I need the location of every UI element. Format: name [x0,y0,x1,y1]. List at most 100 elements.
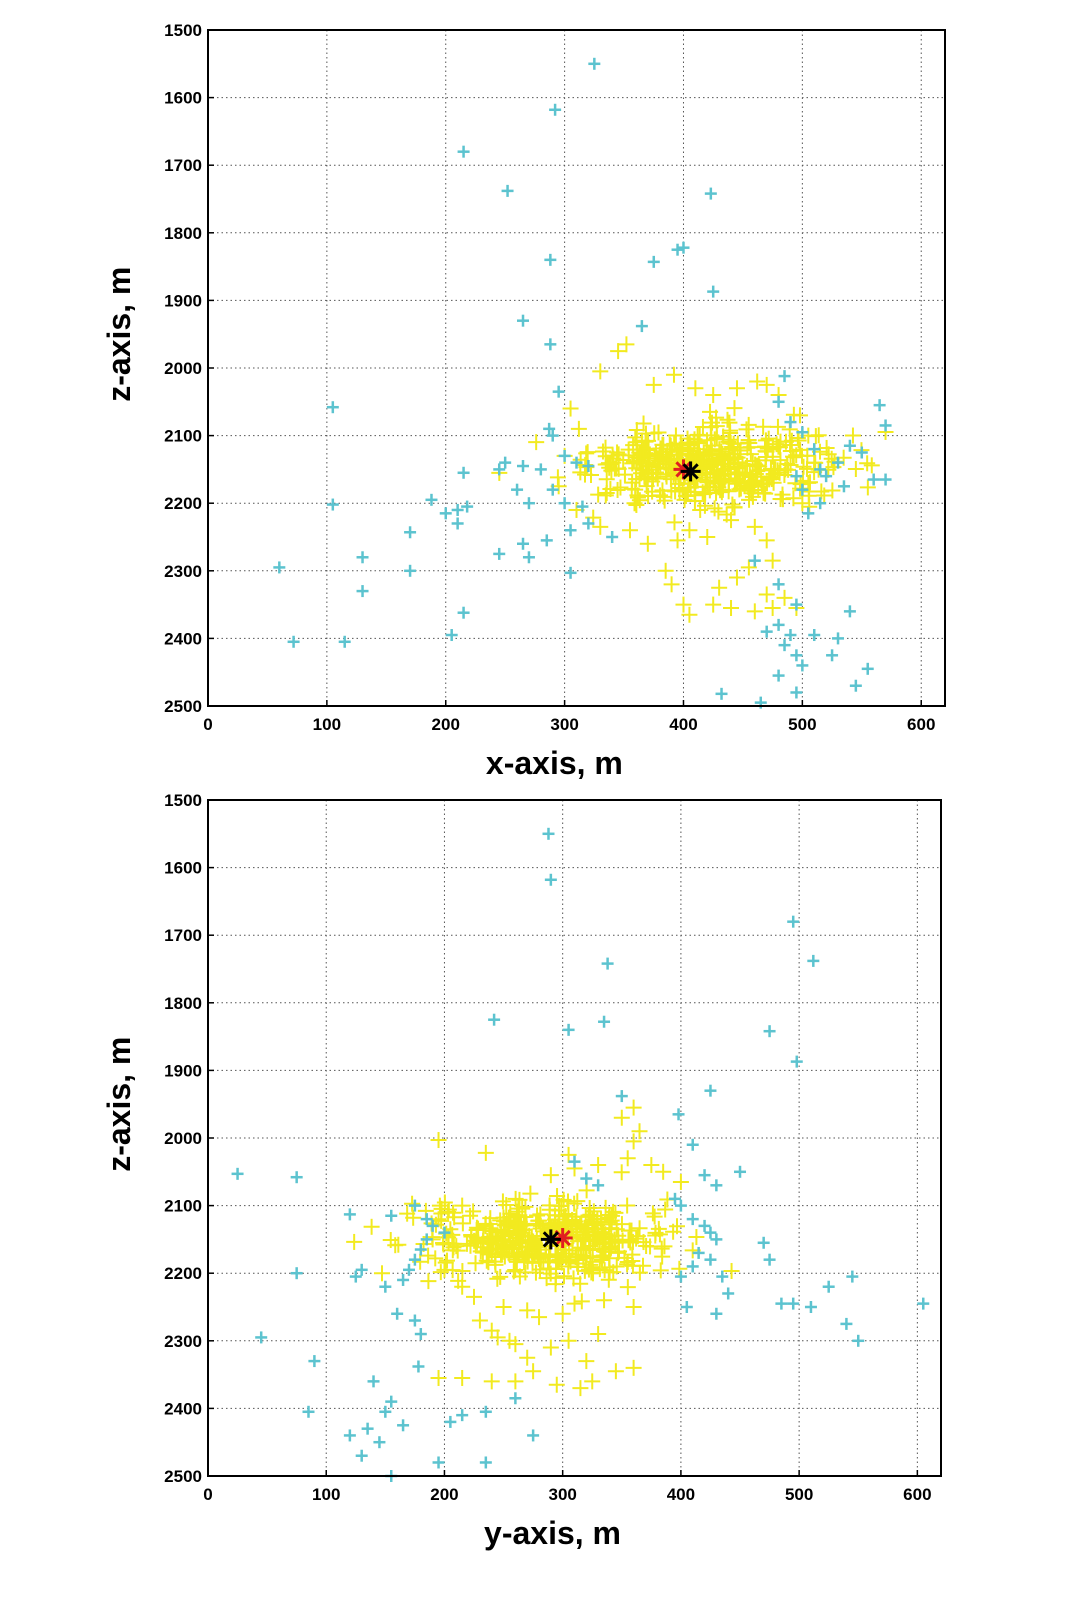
plus-marker [530,1212,547,1229]
plus-marker [454,1369,471,1386]
plus-marker [558,497,571,510]
plus-marker [385,1209,398,1222]
plus-marker [655,488,672,505]
plus-marker [582,1242,599,1259]
plus-marker [790,432,807,449]
plus-marker [777,433,794,450]
plus-marker [657,562,674,579]
plus-marker [818,439,835,456]
plus-marker [470,1230,487,1247]
plus-marker [710,1233,723,1246]
plus-marker [487,1256,504,1273]
plus-marker [564,524,577,537]
plus-marker [710,1307,723,1320]
plus-marker [458,1235,475,1252]
plus-marker [749,373,766,390]
plus-marker [625,1099,642,1116]
plus-marker [740,478,757,495]
plus-marker [438,1226,451,1239]
plus-marker [437,1254,454,1271]
plus-marker [686,1260,699,1273]
plus-marker [800,474,817,491]
plus-marker [363,1218,380,1235]
plus-marker [732,442,749,459]
plus-marker [578,1353,595,1370]
x-tick-label: 0 [203,1485,212,1504]
plus-marker [723,599,740,616]
plus-marker [746,518,763,535]
plus-marker [728,380,745,397]
plus-marker [427,1250,444,1267]
plus-marker [774,491,791,508]
plus-marker [698,1219,711,1232]
plus-marker [629,1228,646,1245]
plus-marker [570,420,587,437]
plus-marker [420,1273,437,1290]
plus-marker [431,1197,448,1214]
plus-marker [543,422,556,435]
plus-marker [495,1299,512,1315]
plus-marker [647,1227,664,1244]
plus-marker [757,439,774,456]
x-tick-label: 600 [907,715,935,734]
plus-marker [454,1197,471,1214]
plus-marker [625,1133,642,1150]
y-tick-label: 2100 [164,1197,202,1216]
plus-marker [549,1188,566,1205]
plus-marker [594,443,611,460]
plus-marker [676,491,693,508]
plus-marker [580,1261,597,1278]
y-tick-label: 2100 [164,427,202,446]
plus-marker [433,1200,450,1217]
plus-marker [302,1405,315,1418]
plus-marker [425,493,438,506]
plus-marker [787,915,800,928]
plus-marker [552,385,565,398]
plus-marker [637,433,654,450]
x-tick-label: 100 [312,1485,340,1504]
scatter-panel-yz: 0 100 200 300 400 500 600 1500 1600 1700 1800 1900 2… [101,791,942,1551]
plus-marker [578,1182,595,1199]
plus-marker [655,1163,672,1180]
plus-marker [619,1150,636,1167]
plus-marker [723,1262,740,1279]
plus-marker [343,1208,356,1221]
plus-marker [615,1090,628,1103]
plus-marker [665,1223,682,1240]
plus-marker [540,534,553,547]
plus-marker [758,586,775,603]
plus-marker [804,1301,817,1313]
plus-marker [704,1226,717,1239]
x-axis-label: x-axis, m [486,745,623,781]
plus-marker [408,1314,421,1327]
plus-marker [524,1254,541,1271]
plus-marker [402,1263,415,1276]
y-tick-label: 2500 [164,1467,202,1486]
plus-marker [584,1259,601,1276]
plus-marker [511,483,524,496]
plus-marker [795,458,812,475]
plus-marker [778,639,791,652]
plus-marker [653,1240,670,1257]
plus-marker [631,1264,648,1281]
x-axis-label: y-axis, m [484,1515,621,1551]
plus-marker [778,370,791,383]
plus-marker [499,1215,516,1232]
plus-marker [650,1220,667,1237]
plus-marker [397,1273,410,1286]
plus-marker [638,1238,655,1255]
plus-marker [626,495,643,512]
plus-marker [519,1349,536,1366]
plus-marker [628,422,645,439]
plus-marker [356,585,369,598]
plus-marker [867,473,880,486]
plus-marker [454,1278,471,1295]
plus-marker [576,1219,593,1236]
plus-marker [772,395,785,408]
y-tick-label: 1600 [164,859,202,878]
plus-marker [741,482,758,499]
plus-marker [528,434,545,451]
y-tick-label: 2200 [164,1264,202,1283]
plus-marker [731,464,748,481]
plus-marker [843,605,856,618]
